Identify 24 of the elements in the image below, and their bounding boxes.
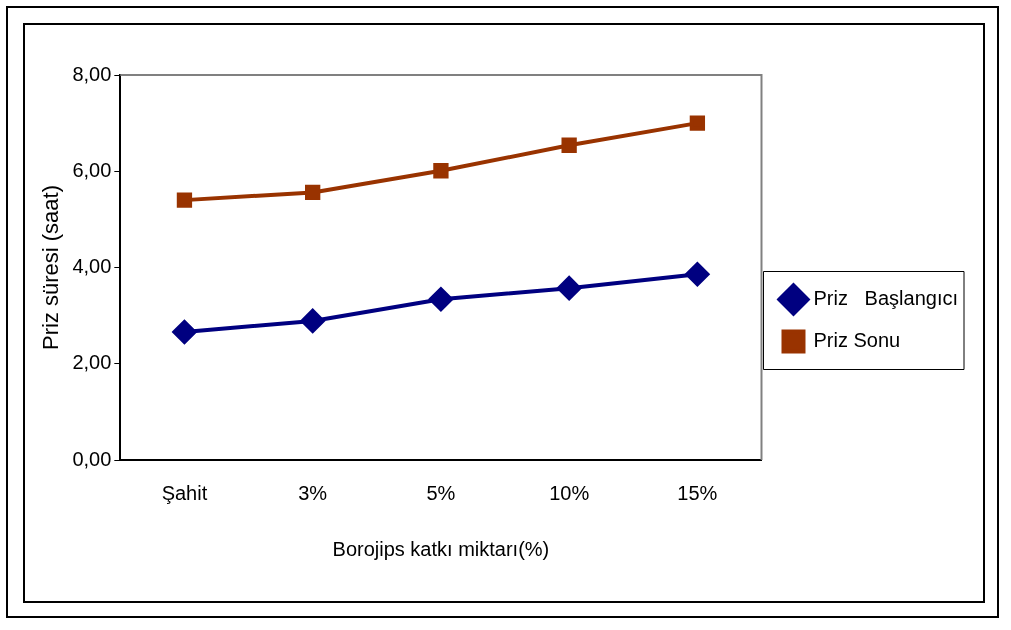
legend-label: Priz Başlangıcı [813,287,959,310]
point [176,192,193,208]
point [172,319,197,344]
x-axis-title: Borojips katkı miktarı(%) [332,537,550,560]
legend-label: Priz Sonu [813,329,901,352]
y-tick-label: 2,00 [72,351,112,374]
y-tick-label: 0,00 [72,447,112,470]
y-tick-label: 8,00 [72,62,112,85]
point [433,163,449,179]
point [557,276,582,301]
x-tick-label: 15% [677,481,718,504]
y-axis-title: Priz süresi (saat) [38,184,64,351]
x-tick-label: 5% [426,481,456,504]
x-tick-label: 10% [549,481,590,504]
x-tick-label: Şahit [161,481,208,504]
point [689,115,706,131]
point [428,287,453,312]
x-tick-label: 3% [298,481,328,504]
y-tick-label: 6,00 [72,158,112,181]
point [300,308,325,333]
point [561,137,577,153]
point [685,262,710,287]
y-tick-label: 4,00 [72,255,112,278]
point [305,184,321,201]
